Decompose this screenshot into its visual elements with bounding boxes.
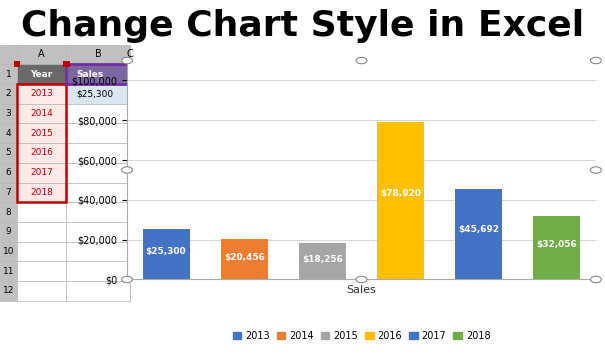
Text: $45,692: $45,692: [458, 225, 499, 234]
Bar: [0, 183, 17, 202]
Bar: [17, 183, 67, 202]
Bar: [17, 242, 67, 261]
Bar: [67, 104, 130, 124]
Bar: [143, 229, 189, 279]
Bar: [67, 202, 130, 222]
Text: $18,256: $18,256: [302, 255, 343, 264]
Text: $20,456: $20,456: [224, 252, 265, 262]
Text: 2015: 2015: [30, 129, 53, 138]
Bar: [299, 243, 346, 279]
Text: 3: 3: [5, 109, 11, 118]
Bar: [0, 261, 17, 281]
Bar: [17, 64, 67, 84]
Text: $25,300: $25,300: [77, 89, 114, 98]
Bar: [17, 84, 67, 202]
Bar: [0, 242, 17, 261]
Bar: [67, 163, 130, 183]
Bar: [17, 143, 67, 163]
Bar: [17, 163, 67, 183]
Text: $32,056: $32,056: [537, 240, 577, 249]
Text: $25,300: $25,300: [146, 247, 186, 256]
Text: Sales: Sales: [77, 69, 104, 79]
Bar: [0, 202, 17, 222]
Bar: [17, 202, 67, 222]
Bar: [67, 261, 130, 281]
Bar: [67, 222, 130, 242]
Text: 2017: 2017: [30, 168, 53, 177]
Text: 5: 5: [5, 148, 11, 157]
Text: $78,920: $78,920: [380, 189, 421, 198]
Bar: [67, 64, 130, 84]
Bar: [17, 44, 67, 64]
Bar: [17, 261, 67, 281]
Bar: [17, 281, 67, 301]
Bar: [67, 64, 130, 84]
Bar: [0, 143, 17, 163]
Bar: [0, 104, 17, 124]
Text: 8: 8: [5, 208, 11, 216]
Text: 10: 10: [2, 247, 14, 256]
Bar: [67, 183, 130, 202]
X-axis label: Sales: Sales: [347, 285, 376, 295]
Bar: [63, 61, 70, 67]
Text: 2013: 2013: [30, 89, 53, 98]
Bar: [455, 189, 502, 279]
Text: 2016: 2016: [30, 148, 53, 157]
Legend: 2013, 2014, 2015, 2016, 2017, 2018: 2013, 2014, 2015, 2016, 2017, 2018: [229, 327, 494, 345]
Text: Change Chart Style in Excel: Change Chart Style in Excel: [21, 9, 584, 43]
Bar: [67, 143, 130, 163]
Bar: [67, 242, 130, 261]
Bar: [221, 239, 267, 279]
Text: 4: 4: [5, 129, 11, 138]
Bar: [0, 222, 17, 242]
Bar: [0, 64, 17, 84]
Bar: [0, 124, 17, 143]
Text: Year: Year: [30, 69, 53, 79]
Text: 2014: 2014: [30, 109, 53, 118]
Bar: [17, 104, 67, 124]
Text: 2018: 2018: [30, 188, 53, 197]
Bar: [67, 84, 130, 104]
Bar: [0, 44, 17, 64]
Text: 6: 6: [5, 168, 11, 177]
Bar: [17, 124, 67, 143]
Bar: [67, 44, 130, 64]
Text: 7: 7: [5, 188, 11, 197]
Bar: [0, 163, 17, 183]
Text: C: C: [126, 49, 134, 59]
Bar: [0, 281, 17, 301]
Text: B: B: [95, 49, 102, 59]
Text: 9: 9: [5, 227, 11, 236]
Bar: [17, 84, 67, 104]
Text: 12: 12: [3, 287, 14, 295]
Bar: [534, 216, 580, 279]
Bar: [17, 222, 67, 242]
Text: 11: 11: [2, 267, 14, 276]
Text: 1: 1: [5, 69, 11, 79]
Bar: [67, 281, 130, 301]
Text: 2: 2: [5, 89, 11, 98]
Bar: [377, 122, 424, 279]
Bar: [67, 124, 130, 143]
Text: A: A: [38, 49, 45, 59]
Bar: [0, 84, 17, 104]
Bar: [14, 61, 20, 67]
